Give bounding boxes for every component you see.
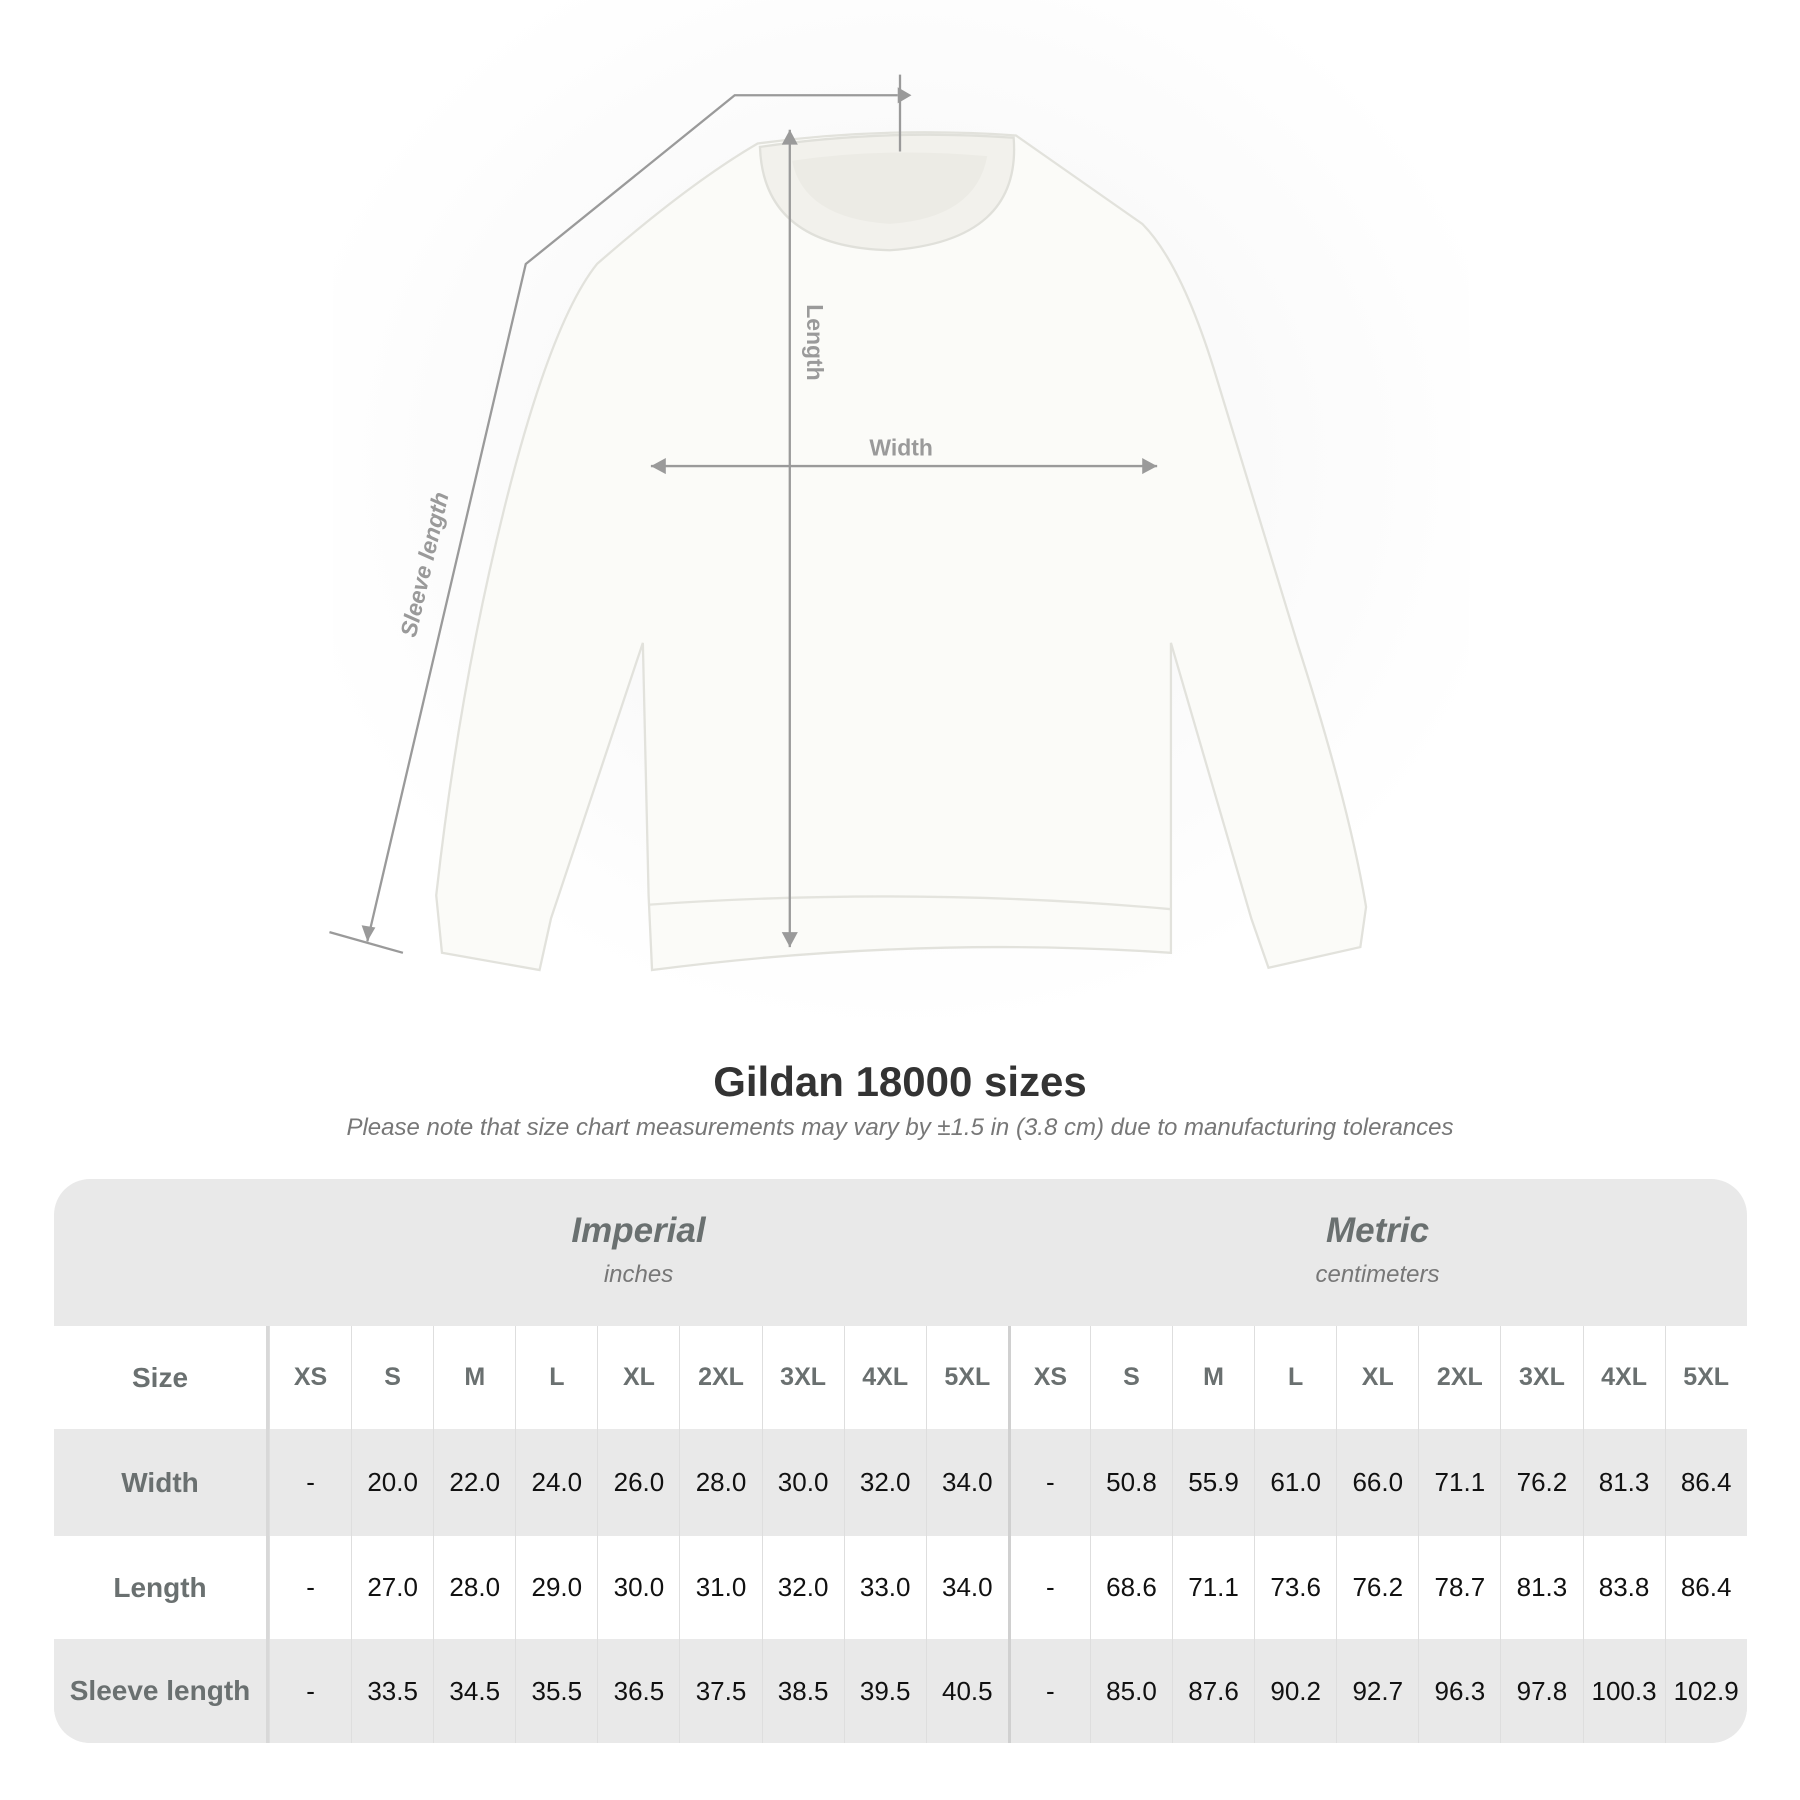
- value-cell-imperial: -: [269, 1639, 351, 1743]
- value-cell-metric: 81.3: [1500, 1536, 1582, 1639]
- value-cell-imperial: 35.5: [515, 1639, 597, 1743]
- value-cell-imperial: 27.0: [351, 1536, 433, 1639]
- value-cell-metric: 55.9: [1172, 1429, 1254, 1536]
- size-header-imperial: XS: [269, 1326, 351, 1429]
- row-label: Size: [54, 1326, 269, 1429]
- size-header-imperial: L: [515, 1326, 597, 1429]
- value-cell-metric: 73.6: [1254, 1536, 1336, 1639]
- metric-unit: centimeters: [1315, 1261, 1440, 1288]
- imperial-unit: inches: [603, 1261, 674, 1288]
- table-row: Length -27.0 28.0 29.0 30.0 31.0 32.0 33.0 34.0-…: [54, 1536, 1747, 1639]
- value-cell-metric: 76.2: [1336, 1536, 1418, 1639]
- value-cell-imperial: 26.0: [597, 1429, 679, 1536]
- value-cell-metric: 97.8: [1500, 1639, 1582, 1743]
- value-cell-imperial: 37.5: [679, 1639, 761, 1743]
- measure-lines: [329, 74, 1158, 954]
- row-label: Width: [54, 1429, 269, 1536]
- value-cell-metric: 100.3: [1582, 1639, 1665, 1743]
- length-label: Length: [802, 304, 828, 380]
- size-header-imperial: M: [433, 1326, 515, 1429]
- value-cell-imperial: 30.0: [761, 1429, 844, 1536]
- value-cell-metric: 68.6: [1089, 1536, 1172, 1639]
- value-cell-imperial: 40.5: [925, 1639, 1008, 1743]
- value-cell-imperial: 34.0: [925, 1429, 1008, 1536]
- value-cell-imperial: 32.0: [843, 1429, 926, 1536]
- value-cell-imperial: 30.0: [597, 1536, 679, 1639]
- tolerance-note: Please note that size chart measurements…: [346, 1114, 1454, 1141]
- value-cell-metric: 86.4: [1664, 1536, 1747, 1639]
- value-cell-metric: 71.1: [1418, 1429, 1500, 1536]
- metric-header: Metric centimeters: [1008, 1179, 1747, 1326]
- size-header-metric: 4XL: [1582, 1326, 1665, 1429]
- value-cell-imperial: 24.0: [515, 1429, 597, 1536]
- value-cell-imperial: 20.0: [351, 1429, 433, 1536]
- size-header-metric: M: [1172, 1326, 1254, 1429]
- size-header-metric: 5XL: [1664, 1326, 1747, 1429]
- size-header-row: Size XS S M L XL 2XL 3XL 4XL 5XL XS S M L XL 2XL 3XL 4XL 5…: [54, 1326, 1747, 1429]
- row-label: Sleeve length: [54, 1639, 269, 1743]
- arrowheads: [361, 87, 1158, 948]
- size-header-imperial: 3XL: [761, 1326, 844, 1429]
- size-header-imperial: 5XL: [925, 1326, 1008, 1429]
- value-cell-metric: 86.4: [1664, 1429, 1747, 1536]
- size-header-imperial: 4XL: [843, 1326, 926, 1429]
- sleeve-measure-line: [366, 94, 898, 942]
- value-cell-metric: 96.3: [1418, 1639, 1500, 1743]
- value-cell-imperial: 36.5: [597, 1639, 679, 1743]
- size-header-metric: XS: [1007, 1326, 1090, 1429]
- collar-inner: [792, 152, 988, 224]
- value-cell-metric: 85.0: [1089, 1639, 1172, 1743]
- size-header-imperial: S: [351, 1326, 433, 1429]
- sweatshirt-shape: [435, 131, 1368, 972]
- width-label: Width: [869, 435, 932, 461]
- size-header-metric: XL: [1336, 1326, 1418, 1429]
- value-cell-imperial: 29.0: [515, 1536, 597, 1639]
- size-header-metric: 3XL: [1500, 1326, 1582, 1429]
- size-header-imperial: 2XL: [679, 1326, 761, 1429]
- value-cell-metric: -: [1007, 1429, 1090, 1536]
- value-cell-metric: 90.2: [1254, 1639, 1336, 1743]
- value-cell-metric: 87.6: [1172, 1639, 1254, 1743]
- value-cell-imperial: 28.0: [433, 1536, 515, 1639]
- value-cell-imperial: -: [269, 1429, 351, 1536]
- value-cell-imperial: 33.0: [843, 1536, 926, 1639]
- row-label: Length: [54, 1536, 269, 1639]
- value-cell-imperial: 32.0: [761, 1536, 844, 1639]
- value-cell-metric: -: [1007, 1639, 1090, 1743]
- value-cell-imperial: 38.5: [761, 1639, 844, 1743]
- value-cell-metric: 83.8: [1582, 1536, 1665, 1639]
- size-header-metric: 2XL: [1418, 1326, 1500, 1429]
- metric-label: Metric: [1325, 1211, 1430, 1250]
- value-cell-imperial: 34.0: [925, 1536, 1008, 1639]
- value-cell-imperial: 28.0: [679, 1429, 761, 1536]
- value-cell-imperial: 33.5: [351, 1639, 433, 1743]
- value-cell-metric: 81.3: [1582, 1429, 1665, 1536]
- value-cell-metric: 102.9: [1664, 1639, 1747, 1743]
- imperial-header: Imperial inches: [269, 1179, 1008, 1326]
- value-cell-imperial: 31.0: [679, 1536, 761, 1639]
- value-cell-metric: 50.8: [1089, 1429, 1172, 1536]
- imperial-label: Imperial: [571, 1211, 706, 1250]
- value-cell-metric: 71.1: [1172, 1536, 1254, 1639]
- value-cell-metric: 78.7: [1418, 1536, 1500, 1639]
- table-row: Sleeve length -33.5 34.5 35.5 36.5 37.5 38.5 39…: [54, 1639, 1747, 1743]
- size-table: Imperial inches Metric centimeters Size X…: [54, 1179, 1747, 1743]
- size-header-imperial: XL: [597, 1326, 679, 1429]
- chart-title: Gildan 18000 sizes: [713, 1058, 1087, 1105]
- table-row: Width -20.0 22.0 24.0 26.0 28.0 30.0 32.0 34.0-5…: [54, 1429, 1747, 1536]
- value-cell-imperial: 22.0: [433, 1429, 515, 1536]
- value-cell-imperial: 39.5: [843, 1639, 926, 1743]
- size-header-metric: S: [1089, 1326, 1172, 1429]
- size-header-metric: L: [1254, 1326, 1336, 1429]
- value-cell-metric: 76.2: [1500, 1429, 1582, 1536]
- sleeve-bottom-tick: [329, 931, 404, 954]
- hem-band: [649, 895, 1172, 911]
- value-cell-metric: 66.0: [1336, 1429, 1418, 1536]
- value-cell-metric: 61.0: [1254, 1429, 1336, 1536]
- value-cell-imperial: 34.5: [433, 1639, 515, 1743]
- value-cell-metric: -: [1007, 1536, 1090, 1639]
- value-cell-imperial: -: [269, 1536, 351, 1639]
- value-cell-metric: 92.7: [1336, 1639, 1418, 1743]
